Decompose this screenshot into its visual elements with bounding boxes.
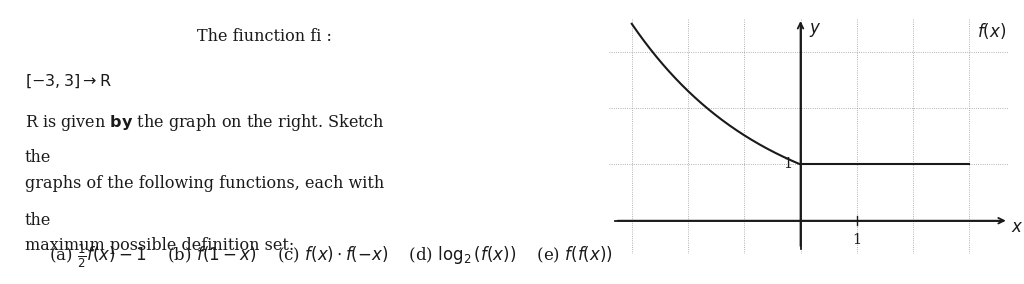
Text: maximum possible definition set:: maximum possible definition set: — [25, 237, 294, 254]
Text: $y$: $y$ — [809, 21, 821, 39]
Text: the: the — [25, 149, 51, 166]
Text: 1: 1 — [783, 157, 793, 172]
Text: the: the — [25, 212, 51, 229]
Text: $f(x)$: $f(x)$ — [977, 21, 1006, 41]
Text: R is given $\mathbf{by}$ the graph on the right. Sketch: R is given $\mathbf{by}$ the graph on th… — [25, 112, 384, 133]
Text: graphs of the following functions, each with: graphs of the following functions, each … — [25, 175, 384, 192]
Text: $[-3,3] \to \mathrm{R}$: $[-3,3] \to \mathrm{R}$ — [25, 72, 112, 90]
Text: (a) $\frac{1}{2}f(x) - 1$    (b) $f(1-x)$    (c) $f(x) \cdot f(-x)$    (d) $\log: (a) $\frac{1}{2}f(x) - 1$ (b) $f(1-x)$ (… — [49, 242, 613, 270]
Text: $x$: $x$ — [1012, 219, 1024, 236]
Text: The fiunction fi :: The fiunction fi : — [197, 28, 332, 45]
Text: 1: 1 — [852, 233, 861, 247]
